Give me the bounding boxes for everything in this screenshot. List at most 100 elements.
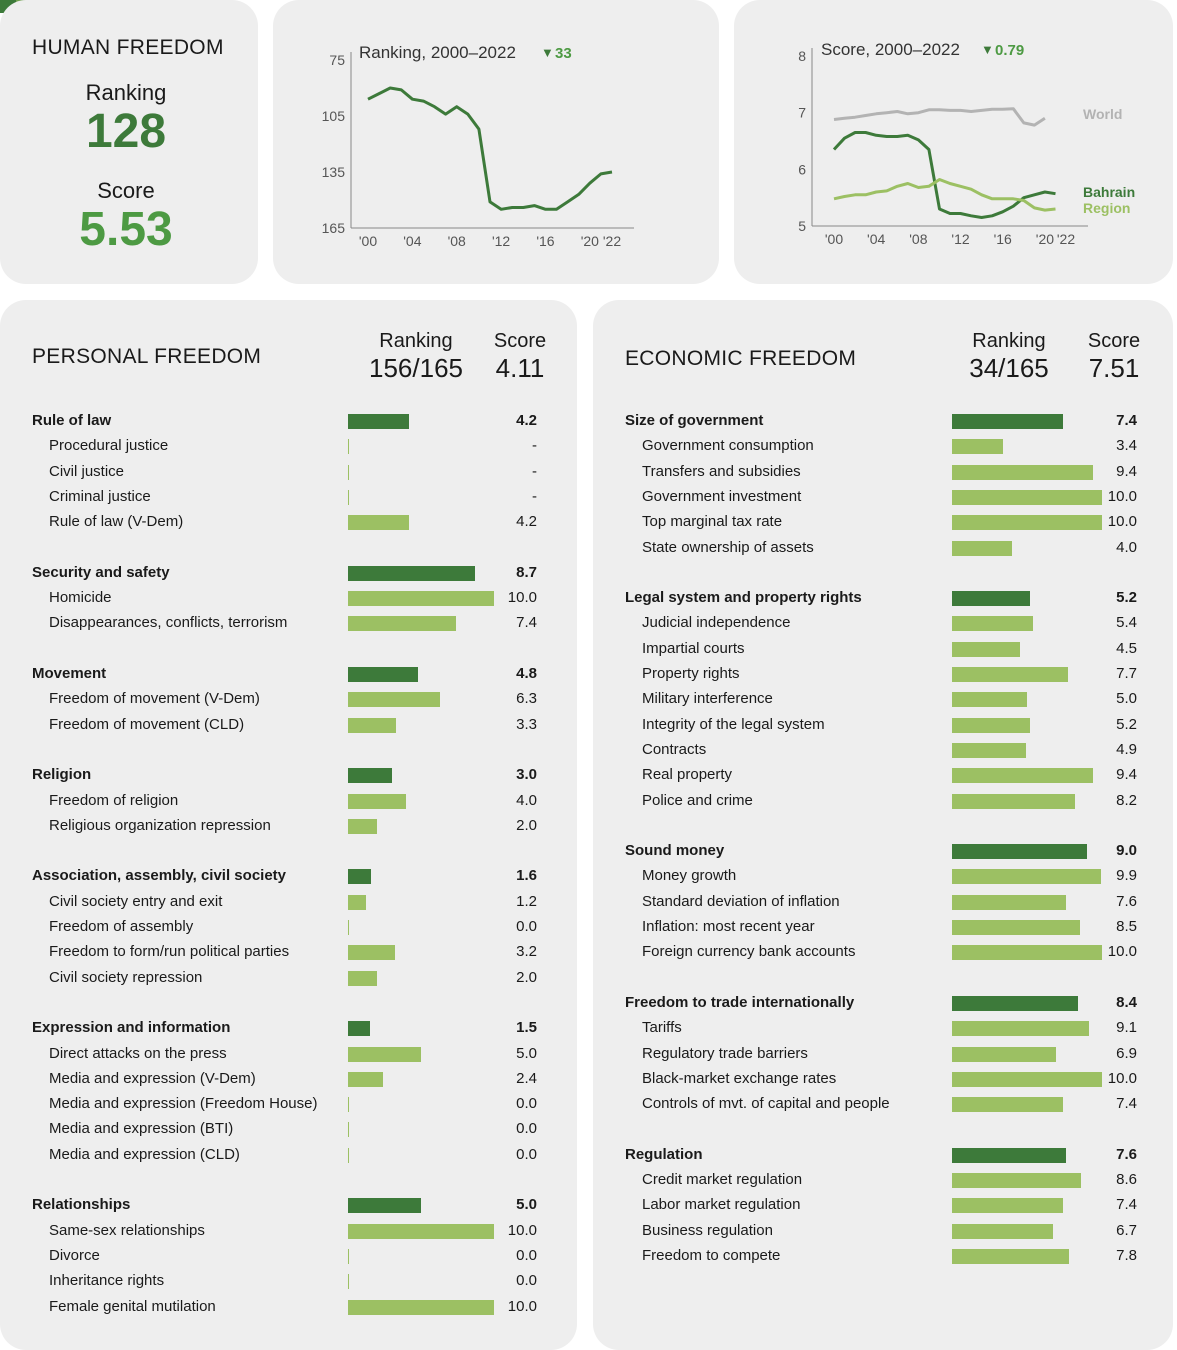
indicator-score: 8.2 xyxy=(1116,791,1137,809)
category-row: Size of government 7.4 xyxy=(593,411,1173,435)
indicator-score: 4.9 xyxy=(1116,740,1137,758)
indicator-score: 5.0 xyxy=(516,1044,537,1062)
indicator-label: State ownership of assets xyxy=(642,538,814,556)
indicator-label: Foreign currency bank accounts xyxy=(642,943,856,961)
score-bar xyxy=(952,793,1075,809)
score-bar xyxy=(348,515,410,531)
indicator-label: Same-sex relationships xyxy=(49,1221,205,1239)
series-label: World xyxy=(1083,106,1122,122)
category-row: Association, assembly, civil society 1.6 xyxy=(0,866,577,890)
indicator-label: Criminal justice xyxy=(49,487,151,505)
chart-title: Ranking, 2000–2022 xyxy=(359,43,516,62)
category-row: Expression and information 1.5 xyxy=(0,1018,577,1042)
score-bar xyxy=(952,742,1026,758)
indicator-row: State ownership of assets 4.0 xyxy=(593,538,1173,562)
score-bar xyxy=(952,540,1012,556)
score-bar xyxy=(952,869,1101,885)
indicator-label: Money growth xyxy=(642,867,737,885)
indicator-row: Black-market exchange rates 10.0 xyxy=(593,1069,1173,1093)
score-bar xyxy=(952,844,1087,860)
indicator-score: 1.6 xyxy=(516,867,537,885)
score-bar xyxy=(952,920,1080,935)
series-line xyxy=(833,178,1056,212)
indicator-row: Credit market regulation 8.6 xyxy=(593,1170,1173,1194)
indicator-row: Judicial independence 5.4 xyxy=(593,613,1173,637)
indicator-score: 8.6 xyxy=(1116,1171,1137,1188)
score-bar xyxy=(348,1248,349,1264)
indicator-label: Media and expression (V-Dem) xyxy=(49,1069,256,1087)
economic-ranking-label: Ranking xyxy=(972,330,1046,352)
indicator-score: 9.0 xyxy=(1116,842,1137,860)
indicator-score: 9.4 xyxy=(1116,462,1137,480)
indicator-label: Divorce xyxy=(49,1246,100,1264)
score-bar xyxy=(348,1046,421,1062)
score-label: Score xyxy=(97,178,155,203)
indicator-row: Direct attacks on the press 5.0 xyxy=(0,1044,577,1068)
indicator-score: 7.8 xyxy=(1116,1246,1137,1264)
indicator-label: Government consumption xyxy=(642,437,814,455)
personal-score-value: 4.11 xyxy=(495,353,545,383)
change-value: 33 xyxy=(555,45,572,62)
indicator-row: Media and expression (Freedom House) 0.0 xyxy=(0,1094,577,1118)
indicator-label: Credit market regulation xyxy=(642,1171,803,1188)
indicator-row: Same-sex relationships 10.0 xyxy=(0,1221,577,1245)
indicator-row: Property rights 7.7 xyxy=(593,664,1173,688)
score-bar xyxy=(348,1071,384,1087)
indicator-row: Freedom of assembly 0.0 xyxy=(0,917,577,941)
x-tick-label: '08 xyxy=(909,231,927,247)
x-tick-label: '04 xyxy=(403,233,421,249)
indicator-score: 9.1 xyxy=(1116,1019,1137,1037)
category-row: Regulation 7.6 xyxy=(593,1145,1173,1169)
indicator-score: 0.0 xyxy=(516,918,537,935)
indicator-score: 6.3 xyxy=(516,690,537,708)
score-bar xyxy=(348,869,372,885)
score-bar xyxy=(952,1173,1081,1188)
indicator-row: Freedom to form/run political parties 3.2 xyxy=(0,942,577,966)
indicator-label: Procedural justice xyxy=(49,437,169,455)
score-bar xyxy=(348,565,476,581)
x-tick-label: '12 xyxy=(492,233,510,249)
indicator-row: Civil society entry and exit 1.2 xyxy=(0,892,577,916)
score-bar xyxy=(348,414,410,429)
category-row: Security and safety 8.7 xyxy=(0,563,577,587)
score-bar xyxy=(952,1248,1069,1264)
series-line xyxy=(833,107,1046,127)
score-bar xyxy=(348,1223,494,1239)
indicator-label: Real property xyxy=(642,766,733,784)
series-label: Bahrain xyxy=(1083,184,1135,200)
x-tick-label: '16 xyxy=(994,231,1012,247)
indicator-score: 8.7 xyxy=(516,563,537,581)
score-bar xyxy=(348,692,440,708)
indicator-score: 5.2 xyxy=(1116,715,1137,733)
series-line xyxy=(367,86,613,211)
economic-freedom-card: ECONOMIC FREEDOM Ranking 34/165 Score 7.… xyxy=(593,300,1173,1350)
indicator-row: Freedom to compete 7.8 xyxy=(593,1246,1173,1270)
score-bar xyxy=(348,1147,349,1163)
y-tick-label: 6 xyxy=(798,161,806,177)
score-bar xyxy=(952,1097,1063,1113)
score-bar xyxy=(348,489,349,505)
score-bar xyxy=(348,818,378,834)
indicator-row: Homicide 10.0 xyxy=(0,588,577,612)
indicator-row: Impartial courts 4.5 xyxy=(593,639,1173,663)
category-row: Religion 3.0 xyxy=(0,765,577,789)
indicator-score: 8.5 xyxy=(1116,918,1137,935)
personal-freedom-title: PERSONAL FREEDOM xyxy=(32,345,262,368)
indicator-score: 10.0 xyxy=(507,589,537,607)
indicator-score: 1.2 xyxy=(516,892,537,910)
indicator-row: Media and expression (BTI) 0.0 xyxy=(0,1119,577,1143)
economic-score-label: Score xyxy=(1087,330,1141,352)
score-bar xyxy=(952,1021,1089,1037)
score-bar xyxy=(348,945,395,961)
indicator-label: Freedom to trade internationally xyxy=(625,993,855,1011)
indicator-row: Integrity of the legal system 5.2 xyxy=(593,715,1173,739)
indicator-score: 10.0 xyxy=(1107,513,1137,531)
category-row: Legal system and property rights 5.2 xyxy=(593,588,1173,612)
indicator-score: 7.7 xyxy=(1116,665,1137,682)
score-bar xyxy=(348,793,407,809)
change-value: 0.79 xyxy=(995,42,1024,59)
indicator-score: 10.0 xyxy=(1107,1069,1137,1087)
indicator-label: Integrity of the legal system xyxy=(642,715,825,733)
indicator-score: 0.0 xyxy=(516,1272,537,1290)
indicator-row: Freedom of movement (CLD) 3.3 xyxy=(0,715,577,739)
